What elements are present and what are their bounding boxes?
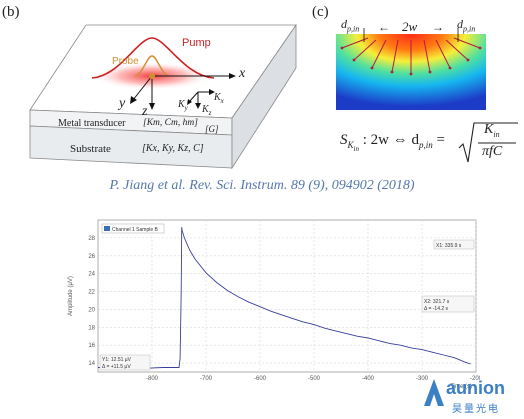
cursor-dx-readout: Δ = -14.2 s	[424, 306, 449, 312]
d-pin-right: dp,in	[457, 17, 476, 34]
formula-sqrt	[458, 122, 518, 163]
panel-c-label: (c)	[312, 4, 329, 20]
cursor-x1-box	[433, 239, 475, 250]
metal-transducer-label: Metal transducer	[58, 118, 126, 129]
legend-text: Channel 1 Sample B	[112, 227, 159, 233]
cursor-x2-box	[421, 295, 475, 313]
k-y-label: Ky	[178, 99, 188, 112]
formula-sensitivity: SKin : 2w ⇔ dp,in =	[340, 132, 445, 153]
aunion-logo-icon	[424, 379, 444, 406]
cursor-dy-readout: Δ = +11.5 µV	[102, 364, 131, 370]
axis-x-label: x	[239, 66, 246, 81]
x-tick-label: -600	[254, 376, 267, 382]
legend-swatch	[104, 226, 110, 231]
cursor-y-box	[99, 354, 151, 371]
probe-label: Probe	[112, 56, 139, 67]
cursor-x1-readout: X1: 335.9 s	[436, 243, 462, 249]
y-tick-label: 16	[88, 343, 95, 349]
width-arrow-right: →	[432, 20, 444, 34]
x-tick-label: -500	[308, 376, 321, 382]
metal-transducer-params: [Km, Cm, hm]	[143, 118, 198, 128]
width-arrow-left: ←	[378, 20, 390, 34]
x-tick-label: -400	[362, 376, 375, 382]
axis-z-label: z	[142, 104, 148, 119]
decay-chart: -800 -700 -600 -500 -400 -300 -200 14 16 18 20 22 24…	[68, 219, 480, 390]
axis-y-label: y	[119, 96, 126, 111]
y-tick-label: 26	[88, 254, 95, 260]
x-tick-label: -200	[470, 376, 480, 382]
x-tick-label: -300	[416, 376, 429, 382]
y-tick-label: 18	[88, 325, 95, 331]
y-tick-label: 14	[88, 361, 95, 367]
panel-c-heatmap	[336, 28, 486, 110]
brand-name: aunion	[446, 378, 505, 398]
y-tick-label: 28	[88, 236, 95, 242]
formula-denominator: πfC	[482, 144, 503, 159]
panel-b-diagram	[29, 23, 297, 170]
slab-right-face	[231, 23, 297, 170]
x-axis-label: Time (s)	[450, 384, 472, 390]
citation: P. Jiang et al. Rev. Sci. Instrum. 89 (9…	[109, 178, 415, 193]
y-tick-label: 22	[88, 290, 95, 296]
interface-conductance: [G]	[205, 124, 219, 134]
pump-label: Pump	[182, 37, 211, 49]
two-w-label: 2w	[402, 19, 418, 34]
y-tick-label: 24	[88, 272, 95, 278]
panel-b-label: (b)	[2, 4, 20, 20]
decay-curve	[98, 227, 471, 369]
y-tick-label: 20	[88, 307, 95, 313]
plot-area	[97, 219, 477, 373]
k-z-label: Kz	[202, 104, 212, 117]
probe-gaussian	[134, 55, 170, 77]
y-axis-label: Amplitude (µV)	[68, 276, 74, 316]
pump-gaussian	[91, 37, 215, 79]
substrate-params: [Kx, Ky, Kz, C]	[142, 143, 204, 154]
brand-chinese: 昊量光电	[452, 404, 500, 415]
substrate-label: Substrate	[70, 143, 111, 155]
cursor-y1-readout: Y1: 12.51 µV	[102, 357, 132, 363]
x-tick-label: -700	[200, 376, 213, 382]
cursor-x2-readout: X2: 321.7 s	[424, 299, 450, 305]
d-pin-left: dp,in	[341, 17, 360, 34]
formula-numerator: Kin	[484, 122, 500, 139]
k-x-label: Kx	[214, 92, 224, 105]
legend-box	[101, 223, 165, 234]
x-tick-label: -800	[146, 376, 159, 382]
